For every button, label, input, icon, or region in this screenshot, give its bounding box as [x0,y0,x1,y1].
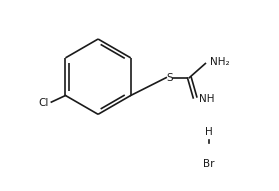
Text: S: S [166,73,173,83]
Text: NH: NH [199,94,214,104]
Text: H: H [205,127,213,137]
Text: Br: Br [203,159,215,169]
Text: Cl: Cl [38,98,49,108]
Text: NH₂: NH₂ [210,57,230,67]
